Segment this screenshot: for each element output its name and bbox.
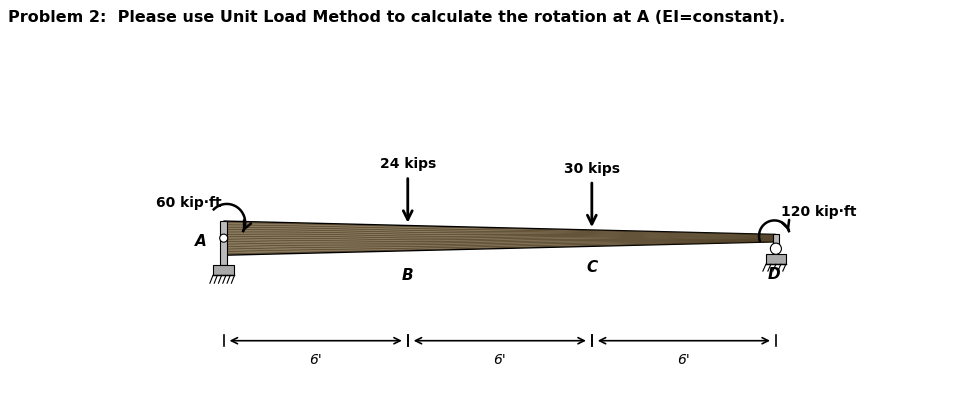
- Text: 120 kip·ft: 120 kip·ft: [780, 205, 856, 219]
- Bar: [213, 265, 234, 276]
- Text: 6': 6': [493, 352, 507, 367]
- Text: 6': 6': [677, 352, 690, 367]
- Text: 6': 6': [310, 352, 322, 367]
- Bar: [773, 234, 779, 245]
- Bar: [220, 221, 227, 265]
- Text: A: A: [195, 234, 207, 249]
- Text: C: C: [586, 260, 598, 276]
- Polygon shape: [223, 221, 776, 255]
- Text: 24 kips: 24 kips: [379, 157, 436, 171]
- Text: 60 kip·ft: 60 kip·ft: [156, 196, 221, 210]
- Bar: [766, 254, 786, 264]
- Text: 30 kips: 30 kips: [564, 162, 619, 176]
- Text: Problem 2:  Please use Unit Load Method to calculate the rotation at A (EI=const: Problem 2: Please use Unit Load Method t…: [8, 10, 785, 26]
- Circle shape: [770, 243, 781, 254]
- Text: D: D: [768, 268, 781, 282]
- Circle shape: [220, 234, 227, 242]
- Text: B: B: [402, 268, 414, 283]
